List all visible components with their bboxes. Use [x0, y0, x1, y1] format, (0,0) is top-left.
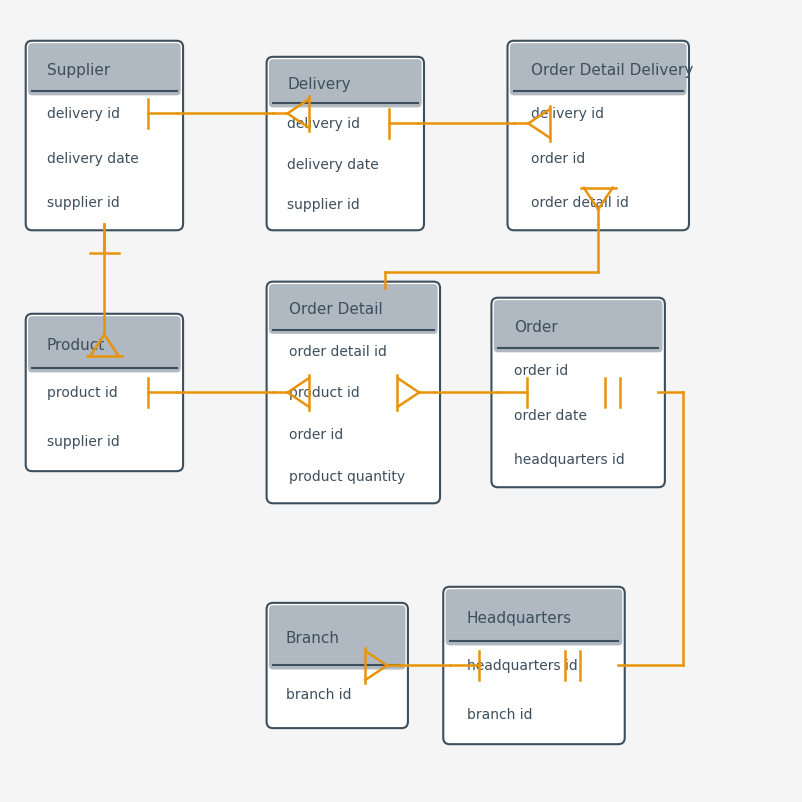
Text: branch id: branch id [466, 707, 532, 721]
Text: product quantity: product quantity [289, 469, 405, 484]
Text: order detail id: order detail id [530, 196, 628, 209]
Text: delivery id: delivery id [287, 117, 360, 132]
FancyBboxPatch shape [491, 298, 664, 488]
FancyBboxPatch shape [26, 314, 183, 472]
Text: headquarters id: headquarters id [466, 658, 577, 673]
Text: Order Detail: Order Detail [289, 302, 383, 317]
Text: supplier id: supplier id [287, 197, 360, 212]
FancyBboxPatch shape [269, 606, 405, 670]
FancyBboxPatch shape [445, 589, 622, 646]
Text: Headquarters: Headquarters [466, 610, 571, 625]
Text: delivery id: delivery id [530, 107, 603, 121]
Text: order id: order id [289, 427, 343, 442]
Text: order id: order id [530, 152, 585, 165]
Text: supplier id: supplier id [47, 434, 119, 448]
Text: Delivery: Delivery [287, 77, 350, 91]
FancyBboxPatch shape [509, 44, 686, 96]
Text: delivery date: delivery date [287, 157, 379, 172]
Text: product id: product id [47, 386, 117, 400]
FancyBboxPatch shape [269, 285, 437, 334]
Text: headquarters id: headquarters id [513, 452, 624, 466]
FancyBboxPatch shape [28, 44, 180, 96]
Text: Supplier: Supplier [47, 63, 110, 78]
FancyBboxPatch shape [493, 301, 662, 353]
FancyBboxPatch shape [28, 317, 180, 373]
Text: Product: Product [47, 338, 105, 352]
Text: branch id: branch id [286, 687, 351, 701]
Text: Branch: Branch [286, 630, 339, 645]
FancyBboxPatch shape [443, 587, 624, 744]
Text: Order Detail Delivery: Order Detail Delivery [530, 63, 692, 78]
FancyBboxPatch shape [269, 60, 421, 108]
FancyBboxPatch shape [26, 42, 183, 231]
FancyBboxPatch shape [507, 42, 688, 231]
Text: product id: product id [289, 386, 359, 400]
Text: delivery date: delivery date [47, 152, 138, 165]
Text: order id: order id [513, 364, 568, 378]
Text: supplier id: supplier id [47, 196, 119, 209]
FancyBboxPatch shape [266, 58, 423, 231]
Text: order date: order date [513, 408, 586, 422]
Text: order detail id: order detail id [289, 344, 387, 358]
Text: delivery id: delivery id [47, 107, 119, 121]
FancyBboxPatch shape [266, 282, 439, 504]
Text: Order: Order [513, 319, 557, 334]
FancyBboxPatch shape [266, 603, 407, 728]
